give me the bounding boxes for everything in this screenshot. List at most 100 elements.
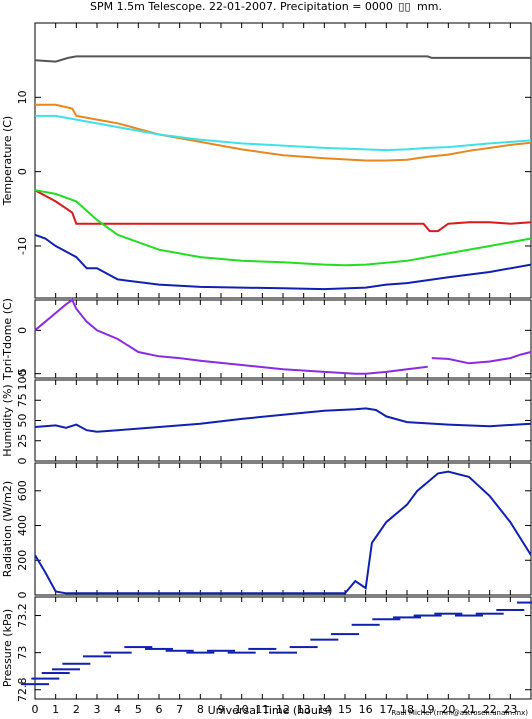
x-tick-label: 4	[114, 703, 121, 716]
panel-frame	[34, 596, 532, 700]
y-tick-label: 0	[16, 592, 29, 599]
data-point	[41, 672, 70, 675]
y-axis-label: Radiation (W/m2)	[1, 481, 14, 577]
x-tick-label: 15	[338, 703, 352, 716]
data-point	[413, 614, 442, 617]
data-point	[351, 623, 380, 626]
y-tick-label: 200	[16, 550, 29, 571]
panel-frame	[34, 462, 532, 596]
panel-frame	[34, 299, 532, 379]
data-point	[52, 668, 80, 671]
x-axis-label: Universal Time (hours)	[208, 704, 333, 717]
x-tick-label: 14	[317, 703, 331, 716]
x-tick-label: 1	[52, 703, 59, 716]
data-point	[103, 651, 132, 654]
data-point	[310, 638, 339, 641]
y-tick-label: 10	[16, 90, 29, 104]
series-line	[34, 298, 428, 375]
data-point	[227, 651, 256, 654]
y-tick-label: 0	[16, 327, 29, 334]
data-point	[207, 649, 235, 652]
data-point	[31, 677, 60, 680]
data-point	[83, 655, 111, 658]
series-line	[34, 189, 532, 267]
y-tick-label: 72.8	[16, 677, 29, 702]
x-tick-label: 7	[176, 703, 183, 716]
y-axis-label: Temperature (C)	[1, 116, 14, 206]
data-point	[331, 633, 359, 636]
x-tick-label: 21	[462, 703, 476, 716]
data-point	[269, 651, 297, 654]
y-tick-label: -5	[16, 368, 29, 379]
series-line	[35, 114, 532, 152]
series-line	[35, 103, 532, 162]
data-point	[62, 662, 91, 665]
data-point	[124, 646, 153, 649]
x-tick-label: 6	[156, 703, 163, 716]
panel-frame	[34, 22, 532, 299]
x-tick-label: 10	[235, 703, 249, 716]
data-point	[248, 647, 277, 650]
missing-glyph-box: ▯▯	[398, 0, 410, 13]
chart-title-text: SPM 1.5m Telescope. 22-01-2007. Precipit…	[90, 0, 393, 13]
panel-frame	[34, 379, 532, 462]
x-axis: 0 1 2 3 4 5 6 7 8 9 10 11 12 13 14 15 16 17 18 19 20 21 22 23	[32, 703, 518, 716]
series-line	[34, 55, 531, 63]
x-tick-label: 18	[400, 703, 414, 716]
x-tick-label: 12	[276, 703, 290, 716]
y-tick-label: -10	[16, 237, 29, 255]
y-tick-label: 600	[16, 480, 29, 501]
series-line	[34, 233, 532, 291]
x-tick-label: 3	[94, 703, 101, 716]
series-line	[431, 351, 532, 365]
data-point	[393, 616, 421, 619]
credit-text: Raul Michel (rmm@astrosen.unam.mx)	[391, 709, 528, 717]
y-tick-label: 73.2	[16, 603, 29, 628]
data-point	[165, 649, 194, 652]
y-axis-label: Humidity (%)	[1, 384, 14, 456]
series-line	[34, 470, 532, 595]
x-tick-label: 20	[441, 703, 455, 716]
y-tick-label: 75	[16, 393, 29, 407]
x-tick-label: 22	[483, 703, 497, 716]
data-point	[475, 612, 504, 615]
x-tick-label: 8	[197, 703, 204, 716]
data-point	[455, 614, 483, 617]
data-point	[496, 608, 525, 611]
data-point	[434, 612, 463, 615]
x-tick-label: 2	[73, 703, 80, 716]
series-line	[34, 407, 532, 433]
y-tick-label: 50	[16, 414, 29, 428]
x-tick-label: 16	[359, 703, 373, 716]
y-tick-label: 100	[16, 370, 29, 391]
series-line	[34, 189, 532, 233]
data-point	[517, 601, 532, 604]
x-tick-label: 5	[135, 703, 142, 716]
y-axis-label: Pressure (kPa)	[1, 609, 14, 687]
y-tick-label: 0	[16, 458, 29, 465]
chart-title-unit: mm.	[417, 0, 442, 13]
x-tick-label: 0	[32, 703, 39, 716]
y-tick-label: 0	[16, 168, 29, 175]
x-tick-label: 13	[297, 703, 311, 716]
data-point	[289, 646, 318, 649]
chart-title: SPM 1.5m Telescope. 22-01-2007. Precipit…	[90, 0, 442, 13]
y-tick-label: 73	[16, 646, 29, 660]
x-tick-label: 9	[218, 703, 225, 716]
x-tick-label: 23	[503, 703, 517, 716]
y-axis-label: Tpri-Tdome (C)	[1, 298, 14, 381]
x-tick-label: 19	[421, 703, 435, 716]
y-tick-label: 400	[16, 515, 29, 536]
x-tick-label: 17	[379, 703, 393, 716]
y-tick-label: 25	[16, 434, 29, 448]
x-tick-label: 11	[255, 703, 269, 716]
data-point	[186, 651, 215, 654]
data-point	[372, 618, 401, 621]
